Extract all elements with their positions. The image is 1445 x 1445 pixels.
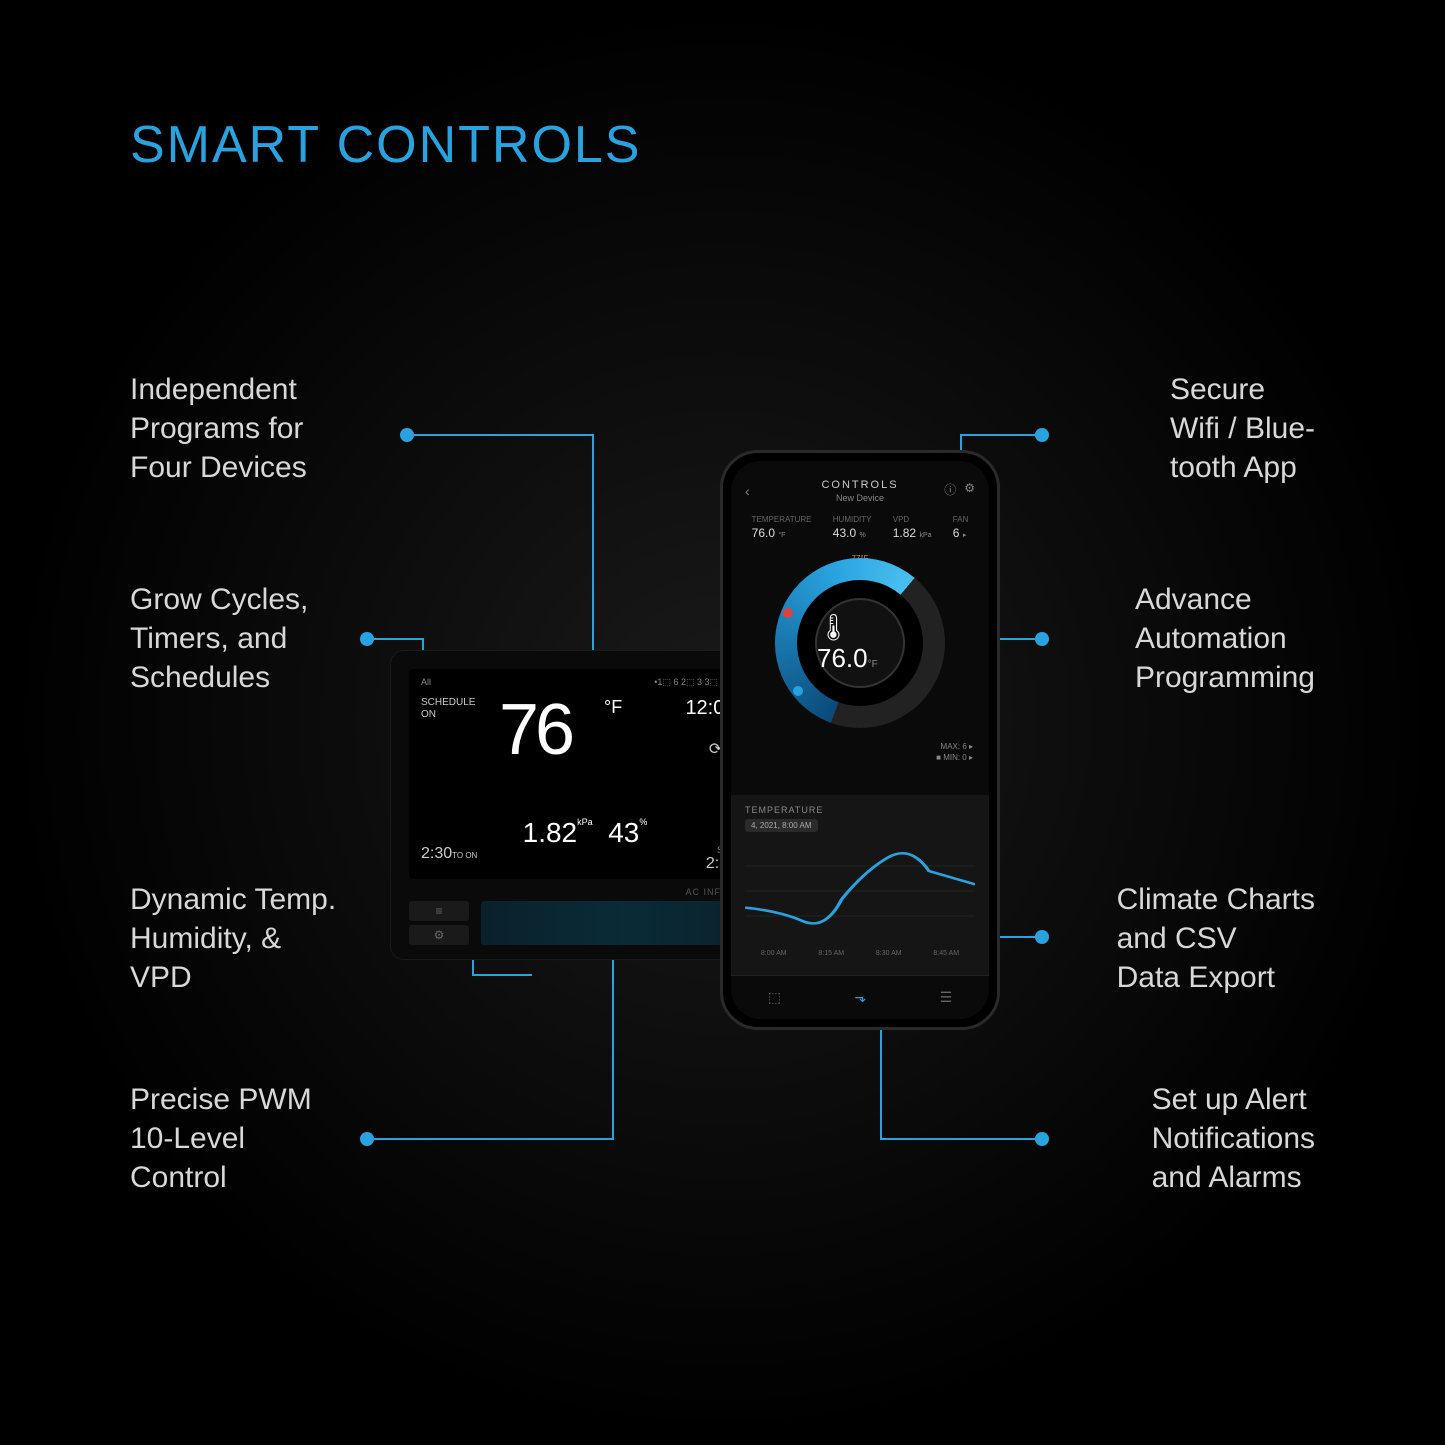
page-title: SMART CONTROLS bbox=[130, 115, 642, 175]
controller-schedule: SCHEDULE ON bbox=[421, 697, 475, 721]
temperature-chart: TEMPERATURE 4, 2021, 8:00 AM 8:00 AM 8:1… bbox=[731, 795, 989, 975]
back-icon[interactable]: ‹ bbox=[745, 483, 750, 499]
gauge-cold-indicator-icon bbox=[793, 686, 803, 696]
gauge-core: 🌡76.0°F bbox=[815, 598, 905, 688]
feature-automation: AdvanceAutomationProgramming bbox=[1135, 580, 1315, 697]
stat-humidity: HUMIDITY 43.0 % bbox=[833, 515, 872, 540]
connector-line bbox=[880, 1138, 1036, 1140]
connector-line bbox=[414, 434, 594, 436]
phone-header: ‹ CONTROLS New Device ⓘ ⚙ bbox=[731, 461, 989, 507]
info-icon[interactable]: ⓘ bbox=[944, 481, 956, 498]
feature-dynamic-temp: Dynamic Temp.Humidity, &VPD bbox=[130, 880, 336, 997]
stat-vpd: VPD 1.82 kPa bbox=[893, 515, 932, 540]
connector-line bbox=[592, 434, 594, 654]
dot-icon bbox=[1035, 632, 1049, 646]
tab-list-icon[interactable]: ☰ bbox=[940, 989, 953, 1006]
dot-icon bbox=[360, 632, 374, 646]
feature-wifi-app: SecureWifi / Blue-tooth App bbox=[1170, 370, 1315, 487]
controller-top-row: All •1⬚ 6 2⬚ 3 3⬚ 9 4⬚ 3 bbox=[421, 677, 749, 688]
circuit-board-graphic bbox=[481, 901, 761, 945]
connector-line bbox=[880, 1030, 882, 1140]
controller-button-group: ≡ ⚙ bbox=[409, 901, 469, 945]
fan-minmax: MAX: 6 ▸ ■ MIN: 0 ▸ bbox=[936, 741, 973, 763]
phone-screen: ‹ CONTROLS New Device ⓘ ⚙ TEMPERATURE 76… bbox=[731, 461, 989, 1019]
phone-stats-row: TEMPERATURE 76.0 °F HUMIDITY 43.0 % VPD … bbox=[731, 507, 989, 548]
connector-line bbox=[1000, 638, 1036, 640]
connector-line bbox=[612, 960, 614, 1140]
tab-controls-icon[interactable]: ⬚ bbox=[768, 989, 781, 1006]
connector-line bbox=[374, 638, 424, 640]
stat-fan: FAN 6 ▸ bbox=[953, 515, 969, 540]
dot-icon bbox=[1035, 930, 1049, 944]
controller-degree-unit: °F bbox=[604, 697, 622, 718]
phone-device: ‹ CONTROLS New Device ⓘ ⚙ TEMPERATURE 76… bbox=[720, 450, 1000, 1030]
temperature-gauge[interactable]: 77°F 🌡76.0°F bbox=[775, 558, 945, 728]
gear-icon[interactable]: ⚙ bbox=[964, 481, 975, 498]
chart-svg bbox=[745, 841, 975, 941]
feature-pwm-control: Precise PWM10-LevelControl bbox=[130, 1080, 312, 1197]
controller-screen: All •1⬚ 6 2⬚ 3 3⬚ 9 4⬚ 3 SCHEDULE ON 76 … bbox=[409, 669, 761, 879]
connector-line bbox=[1000, 936, 1036, 938]
stat-temperature: TEMPERATURE 76.0 °F bbox=[752, 515, 812, 540]
connector-line bbox=[374, 1138, 614, 1140]
controller-time-to-on: 2:30TO ON bbox=[421, 845, 477, 873]
controller-bottom-times: 2:30TO ON SET TO 2:30AM bbox=[421, 845, 749, 873]
dot-icon bbox=[1035, 1132, 1049, 1146]
feature-climate-charts: Climate Chartsand CSVData Export bbox=[1117, 880, 1315, 997]
chart-x-labels: 8:00 AM 8:15 AM 8:30 AM 8:45 AM bbox=[745, 950, 975, 957]
chart-title: TEMPERATURE bbox=[745, 805, 975, 815]
dot-icon bbox=[360, 1132, 374, 1146]
gauge-hot-indicator-icon bbox=[783, 608, 793, 618]
dot-icon bbox=[1035, 428, 1049, 442]
dot-icon bbox=[400, 428, 414, 442]
phone-tab-bar: ⬚ ⬎ ☰ bbox=[731, 975, 989, 1019]
connector-line bbox=[960, 434, 1036, 436]
menu-button[interactable]: ≡ bbox=[409, 901, 469, 921]
feature-grow-cycles: Grow Cycles,Timers, andSchedules bbox=[130, 580, 308, 697]
connector-line bbox=[472, 974, 532, 976]
settings-button[interactable]: ⚙ bbox=[409, 925, 469, 945]
feature-alerts: Set up AlertNotificationsand Alarms bbox=[1152, 1080, 1315, 1197]
controller-temperature: 76 bbox=[499, 689, 571, 771]
tab-chart-icon[interactable]: ⬎ bbox=[854, 989, 866, 1006]
controller-all-label: All bbox=[421, 677, 431, 688]
gauge-inner: 🌡76.0°F bbox=[797, 580, 923, 706]
feature-independent-programs: IndependentPrograms forFour Devices bbox=[130, 370, 307, 487]
chart-date-badge[interactable]: 4, 2021, 8:00 AM bbox=[745, 819, 818, 832]
gauge-temperature-value: 🌡76.0°F bbox=[817, 612, 903, 674]
